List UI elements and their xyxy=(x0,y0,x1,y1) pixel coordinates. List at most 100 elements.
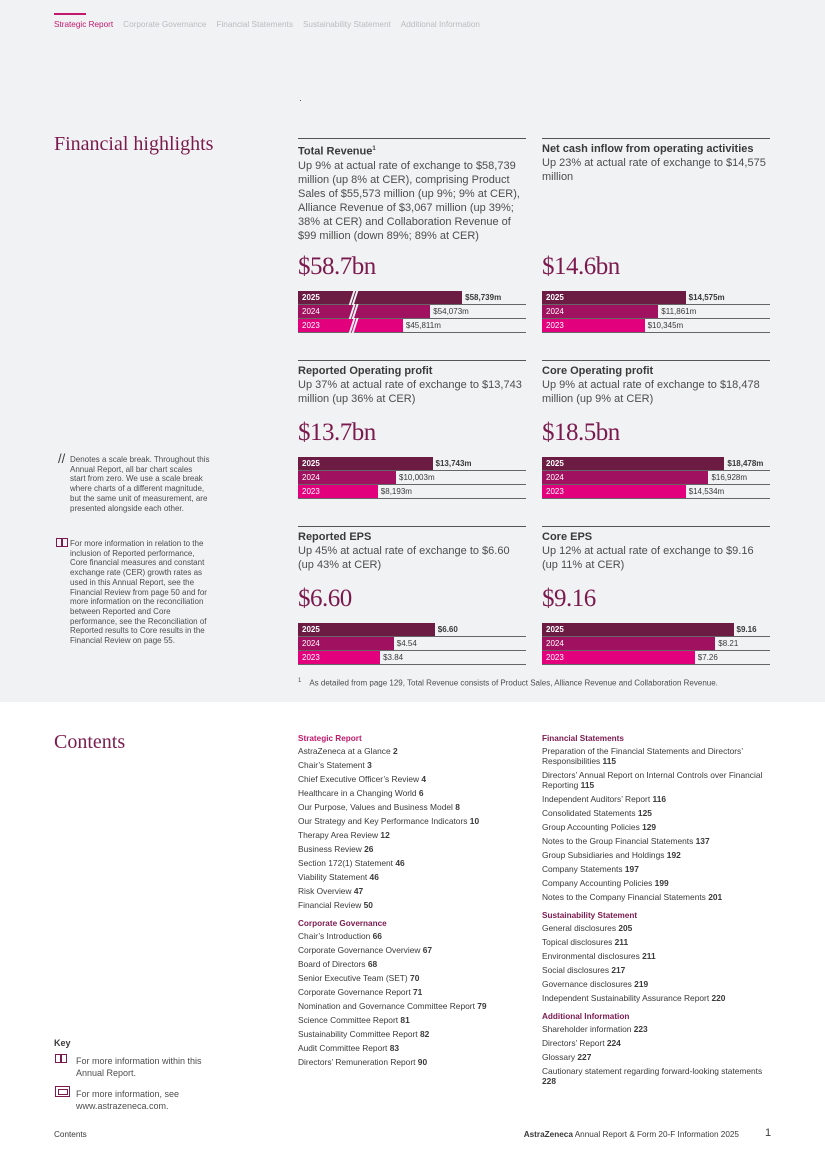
metric-core-eps: Core EPS Up 12% at actual rate of exchan… xyxy=(542,526,770,572)
toc-item[interactable]: Preparation of the Financial Statements … xyxy=(542,746,774,766)
toc-item[interactable]: Notes to the Company Financial Statement… xyxy=(542,892,774,902)
toc-item[interactable]: General disclosures 205 xyxy=(542,923,774,933)
bar-2023 xyxy=(542,651,695,664)
toc-item[interactable]: Corporate Governance Report 71 xyxy=(298,987,538,997)
toc-item[interactable]: Shareholder information 223 xyxy=(542,1024,774,1034)
metric-core-operating-profit: Core Operating profit Up 9% at actual ra… xyxy=(542,360,770,406)
toc-item[interactable]: Notes to the Group Financial Statements … xyxy=(542,836,774,846)
toc-item[interactable]: Company Statements 197 xyxy=(542,864,774,874)
metric-title: Reported EPS xyxy=(298,531,372,543)
bar-value-label: $58,739m xyxy=(465,293,502,302)
nav-strategic-report[interactable]: Strategic Report xyxy=(54,13,114,29)
toc-item[interactable]: Chair’s Introduction 66 xyxy=(298,931,538,941)
toc-item-title: Our Purpose, Values and Business Model xyxy=(298,802,453,812)
toc-item[interactable]: Group Subsidiaries and Holdings 192 xyxy=(542,850,774,860)
toc-item-page: 2 xyxy=(392,746,398,756)
toc-item[interactable]: Glossary 227 xyxy=(542,1052,774,1062)
toc-item[interactable]: Governance disclosures 219 xyxy=(542,979,774,989)
toc-group-heading[interactable]: Sustainability Statement xyxy=(542,911,638,920)
toc-item-page: 90 xyxy=(417,1057,428,1067)
metric-bar-chart: 2025 $13,743m 2024 $10,003m 2023 $8,193m xyxy=(298,457,526,499)
metric-description: Up 23% at actual rate of exchange to $14… xyxy=(542,157,766,183)
toc-item[interactable]: Therapy Area Review 12 xyxy=(298,830,538,840)
toc-item-page: 223 xyxy=(633,1024,648,1034)
toc-group: Strategic Report AstraZeneca at a Glance … xyxy=(298,734,538,910)
bar-year-label: 2025 xyxy=(546,625,564,634)
toc-item[interactable]: Financial Review 50 xyxy=(298,900,538,910)
toc-item[interactable]: Healthcare in a Changing World 6 xyxy=(298,788,538,798)
toc-item[interactable]: Directors’ Remuneration Report 90 xyxy=(298,1057,538,1067)
toc-item[interactable]: Social disclosures 217 xyxy=(542,965,774,975)
toc-item[interactable]: Company Accounting Policies 199 xyxy=(542,878,774,888)
toc-item[interactable]: Audit Committee Report 83 xyxy=(298,1043,538,1053)
toc-item-page: 26 xyxy=(364,844,374,854)
toc-item-title: Section 172(1) Statement xyxy=(298,858,393,868)
bar-year-label: 2023 xyxy=(546,653,564,662)
toc-item[interactable]: Chief Executive Officer’s Review 4 xyxy=(298,774,538,784)
metric-title: Net cash inflow from operating activitie… xyxy=(542,143,754,155)
toc-item-page: 224 xyxy=(606,1038,621,1048)
nav-financial-statements[interactable]: Financial Statements xyxy=(216,20,293,29)
toc-group-heading[interactable]: Strategic Report xyxy=(298,734,362,743)
toc-item[interactable]: AstraZeneca at a Glance 2 xyxy=(298,746,538,756)
toc-item[interactable]: Senior Executive Team (SET) 70 xyxy=(298,973,538,983)
toc-item[interactable]: Cautionary statement regarding forward-l… xyxy=(542,1066,774,1086)
toc-item-title: Notes to the Company Financial Statement… xyxy=(542,892,706,902)
toc-item[interactable]: Science Committee Report 81 xyxy=(298,1015,538,1025)
bar-value-label: $8.21 xyxy=(718,639,739,648)
toc-item[interactable]: Sustainability Committee Report 82 xyxy=(298,1029,538,1039)
toc-item[interactable]: Section 172(1) Statement 46 xyxy=(298,858,538,868)
bar-row-2025: 2025 $18,478m xyxy=(542,457,770,471)
toc-item[interactable]: Independent Sustainability Assurance Rep… xyxy=(542,993,774,1003)
metric-bar-chart: 2025 $18,478m 2024 $16,928m 2023 $14,534m xyxy=(542,457,770,499)
toc-item[interactable]: Group Accounting Policies 129 xyxy=(542,822,774,832)
toc-item-title: Corporate Governance Report xyxy=(298,987,411,997)
metric-big-value: $9.16 xyxy=(542,585,596,612)
toc-item[interactable]: Independent Auditors’ Report 116 xyxy=(542,794,774,804)
toc-item[interactable]: Chair’s Statement 3 xyxy=(298,760,538,770)
bar-2024 xyxy=(542,471,709,484)
bar-2023 xyxy=(542,485,686,498)
toc-item-title: Independent Auditors’ Report xyxy=(542,794,651,804)
bar-value-label: $11,861m xyxy=(661,307,697,316)
toc-item[interactable]: Consolidated Statements 125 xyxy=(542,808,774,818)
toc-item-page: 211 xyxy=(642,951,656,961)
nav-additional-information[interactable]: Additional Information xyxy=(400,20,480,29)
nav-sustainability-statement[interactable]: Sustainability Statement xyxy=(302,20,391,29)
toc-item[interactable]: Directors’ Report 224 xyxy=(542,1038,774,1048)
toc-item[interactable]: Topical disclosures 211 xyxy=(542,937,774,947)
metric-reported-operating-profit: Reported Operating profit Up 37% at actu… xyxy=(298,360,526,406)
metric-bar-chart: 2025 $9.16 2024 $8.21 2023 $7.26 xyxy=(542,623,770,665)
bar-row-2025: 2025 $58,739m xyxy=(298,291,526,305)
bar-year-label: 2024 xyxy=(302,473,320,482)
toc-item[interactable]: Corporate Governance Overview 67 xyxy=(298,945,538,955)
toc-item[interactable]: Risk Overview 47 xyxy=(298,886,538,896)
toc-item-title: Corporate Governance Overview xyxy=(298,945,421,955)
toc-item[interactable]: Board of Directors 68 xyxy=(298,959,538,969)
toc-item[interactable]: Environmental disclosures 211 xyxy=(542,951,774,961)
toc-group: Sustainability Statement General disclosu… xyxy=(542,911,774,1003)
toc-group-heading[interactable]: Additional Information xyxy=(542,1012,630,1021)
toc-item-title: Glossary xyxy=(542,1052,576,1062)
toc-item[interactable]: Viability Statement 46 xyxy=(298,872,538,882)
bar-2023 xyxy=(298,651,381,664)
toc-item[interactable]: Our Strategy and Key Performance Indicat… xyxy=(298,816,538,826)
toc-item-page: 125 xyxy=(637,808,652,818)
toc-item[interactable]: Directors’ Annual Report on Internal Con… xyxy=(542,770,774,790)
toc-group-heading[interactable]: Financial Statements xyxy=(542,734,624,743)
toc-group-heading[interactable]: Corporate Governance xyxy=(298,919,387,928)
toc-item[interactable]: Nomination and Governance Committee Repo… xyxy=(298,1001,538,1011)
bar-row-2024: 2024 $10,003m xyxy=(298,471,526,485)
bar-value-label: $14,534m xyxy=(688,487,725,496)
toc-item[interactable]: Our Purpose, Values and Business Model 8 xyxy=(298,802,538,812)
toc-item-page: 10 xyxy=(469,816,480,826)
toc-item[interactable]: Business Review 26 xyxy=(298,844,538,854)
toc-item-title: Company Statements xyxy=(542,864,623,874)
metric-reported-eps: Reported EPS Up 45% at actual rate of ex… xyxy=(298,526,526,572)
nav-corporate-governance[interactable]: Corporate Governance xyxy=(123,20,207,29)
bar-2024 xyxy=(542,637,716,650)
bar-year-label: 2023 xyxy=(302,321,320,330)
metric-bar-chart: 2025 $58,739m 2024 $54,073m 2023 $45,811m xyxy=(298,291,526,333)
bar-year-label: 2024 xyxy=(302,307,320,316)
bar-2024 xyxy=(298,305,431,318)
